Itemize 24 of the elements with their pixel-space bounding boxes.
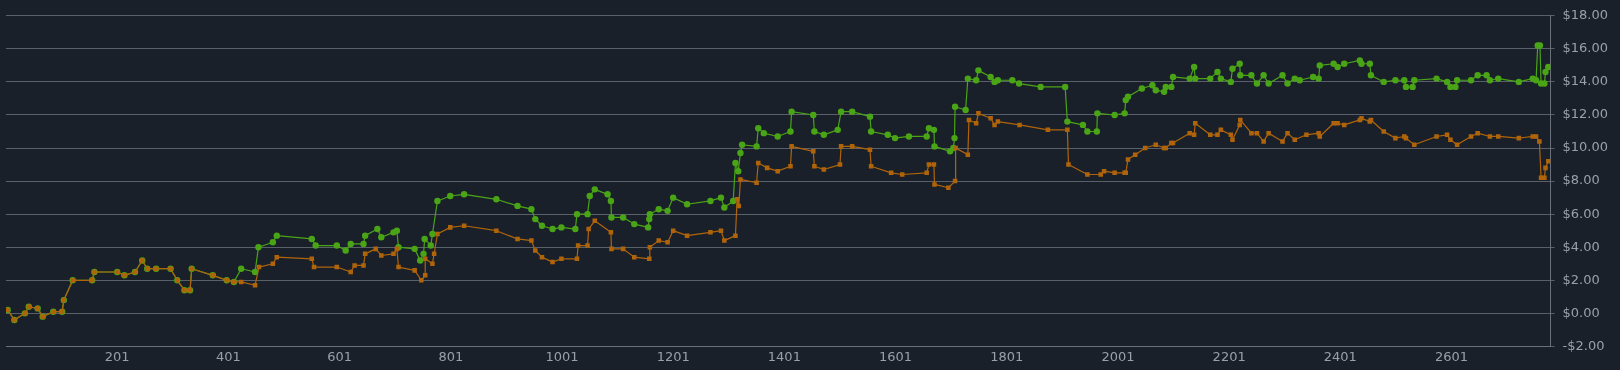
x-tick-label: 1201 <box>656 348 690 364</box>
x-tick-label: 2001 <box>1101 348 1135 364</box>
y-tick-label: -$2.00 <box>1562 337 1605 353</box>
x-tick-label: 2401 <box>1323 348 1357 364</box>
x-tick-label: 1001 <box>545 348 579 364</box>
y-tick-label: $6.00 <box>1562 205 1600 221</box>
x-tick-label: 201 <box>104 348 130 364</box>
x-tick-label: 401 <box>215 348 241 364</box>
x-tick-label: 1601 <box>879 348 913 364</box>
y-tick-label: $12.00 <box>1562 106 1609 122</box>
x-tick-label: 2601 <box>1435 348 1469 364</box>
y-tick-label: $8.00 <box>1562 172 1600 188</box>
y-tick-label: $2.00 <box>1562 271 1600 287</box>
x-tick-label: 601 <box>327 348 352 364</box>
y-tick-label: $4.00 <box>1562 238 1600 254</box>
y-tick-label: $16.00 <box>1562 40 1609 56</box>
x-tick-label: 801 <box>438 348 464 364</box>
x-tick-label: 2201 <box>1212 348 1246 364</box>
x-tick-label: 1801 <box>990 348 1024 364</box>
x-tick-label: 1401 <box>767 348 801 364</box>
y-tick-label: $0.00 <box>1562 304 1600 320</box>
y-tick-label: $14.00 <box>1562 73 1609 89</box>
y-tick-label: $10.00 <box>1562 139 1609 155</box>
y-tick-label: $18.00 <box>1562 7 1609 23</box>
